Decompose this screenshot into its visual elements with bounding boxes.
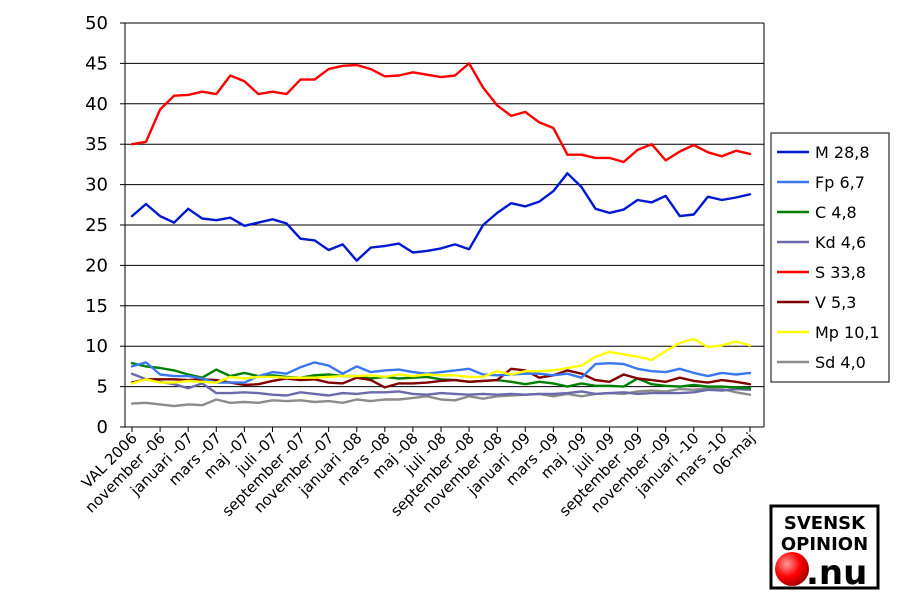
legend: M 28,8 Fp 6,7 C 4,8 Kd 4,6 S 33,8 V 5,3 Mp 10,… — [770, 132, 890, 383]
series-line-c — [130, 362, 752, 390]
legend-label: Sd 4,0 — [815, 353, 866, 372]
series-line-sd — [130, 387, 752, 408]
y-tick-label: 50 — [85, 13, 108, 34]
y-tick-label: 25 — [85, 215, 108, 236]
legend-label: M 28,8 — [815, 143, 870, 162]
y-tick-label: 15 — [85, 296, 108, 317]
logo-line2: OPINION — [781, 534, 868, 555]
series-line-mp — [130, 337, 752, 385]
series-lines — [130, 62, 752, 408]
legend-label: V 5,3 — [815, 293, 856, 312]
y-tick-label: 35 — [85, 134, 108, 155]
y-tick-label: 40 — [85, 94, 108, 115]
legend-label: Kd 4,6 — [815, 233, 866, 252]
axes — [120, 22, 765, 432]
y-tick-label: 30 — [85, 175, 108, 196]
logo-line1: SVENSK — [784, 513, 866, 534]
legend-label: C 4,8 — [815, 203, 857, 222]
logo-red-dot-icon — [775, 552, 809, 586]
y-tick-label: 5 — [97, 377, 108, 398]
series-line-kd — [130, 372, 752, 397]
legend-box — [770, 132, 890, 383]
series-line-s — [130, 62, 752, 164]
logo-frame — [769, 504, 880, 590]
series-line-fp — [130, 361, 752, 384]
y-tick-label: 45 — [85, 53, 108, 74]
y-tick-labels: 0 5 10 15 20 25 30 35 40 45 50 — [85, 13, 108, 438]
svenskopinion-logo: SVENSK OPINION .nu — [769, 504, 880, 593]
series-line-m — [130, 172, 752, 262]
legend-label: S 33,8 — [815, 263, 866, 282]
y-tick-label: 10 — [85, 336, 108, 357]
y-tick-label: 0 — [97, 417, 108, 438]
grid-lines — [125, 22, 764, 388]
y-tick-label: 20 — [85, 255, 108, 276]
legend-label: Mp 10,1 — [815, 323, 880, 342]
logo-line3: .nu — [806, 553, 867, 593]
legend-label: Fp 6,7 — [815, 173, 865, 192]
